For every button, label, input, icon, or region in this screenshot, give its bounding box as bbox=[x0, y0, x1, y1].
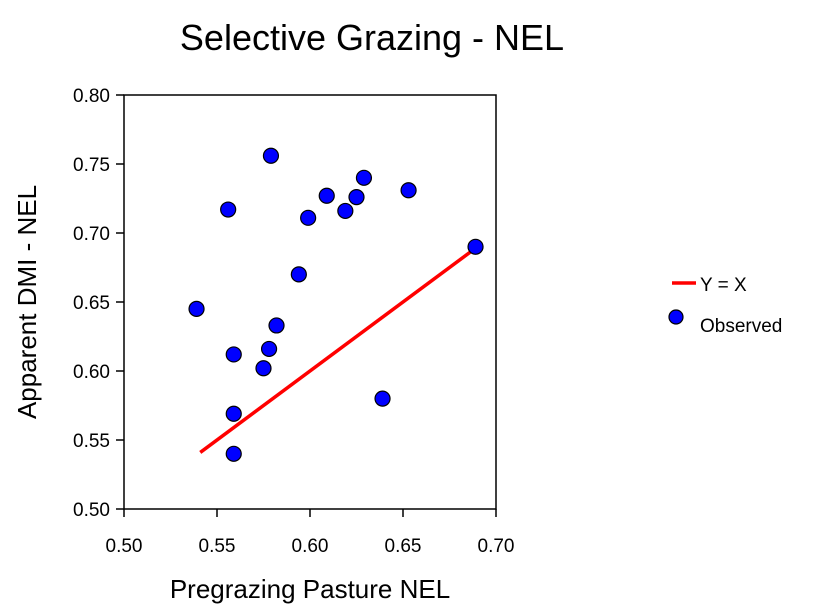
x-tick-label: 0.50 bbox=[106, 536, 143, 557]
x-tick-label: 0.60 bbox=[292, 536, 329, 557]
data-point bbox=[188, 300, 205, 317]
x-tick-label: 0.70 bbox=[478, 536, 515, 557]
y-tick-label: 0.75 bbox=[73, 155, 110, 176]
chart-title: Selective Grazing - NEL bbox=[180, 17, 564, 58]
legend-label-observed: Observed bbox=[700, 316, 782, 337]
data-point bbox=[262, 147, 280, 164]
y-tick-label: 0.50 bbox=[73, 500, 110, 521]
legend: Y = X Observed bbox=[668, 275, 782, 337]
data-point bbox=[225, 405, 242, 422]
data-point bbox=[374, 390, 391, 407]
y-tick-label: 0.80 bbox=[73, 86, 110, 107]
data-point bbox=[260, 340, 278, 358]
data-point bbox=[318, 187, 335, 204]
data-point bbox=[255, 360, 272, 377]
series-layer bbox=[188, 147, 484, 462]
data-point bbox=[225, 445, 242, 462]
data-point bbox=[225, 346, 242, 363]
data-point bbox=[355, 169, 373, 186]
y-axis-label: Apparent DMI - NEL bbox=[12, 185, 42, 419]
y-tick-label: 0.60 bbox=[73, 362, 110, 383]
data-point bbox=[268, 317, 285, 334]
y-tick-label: 0.65 bbox=[73, 293, 110, 314]
x-tick-label: 0.55 bbox=[199, 536, 236, 557]
plot-frame bbox=[123, 94, 497, 510]
data-point bbox=[220, 201, 237, 218]
identity-line bbox=[199, 246, 477, 454]
data-point bbox=[300, 209, 317, 226]
x-tick-label: 0.65 bbox=[385, 536, 422, 557]
y-tick-label: 0.55 bbox=[73, 431, 110, 452]
x-axis: 0.50 0.55 0.60 0.65 0.70 bbox=[106, 509, 515, 557]
data-point bbox=[467, 238, 484, 255]
data-point bbox=[348, 189, 365, 206]
data-point bbox=[400, 182, 417, 199]
y-axis: 0.50 0.55 0.60 0.65 0.70 0.75 0.80 bbox=[73, 86, 124, 521]
data-point bbox=[290, 266, 307, 283]
data-point bbox=[337, 202, 354, 220]
legend-label-line: Y = X bbox=[700, 275, 747, 296]
y-tick-label: 0.70 bbox=[73, 224, 110, 245]
x-axis-label: Pregrazing Pasture NEL bbox=[170, 574, 450, 604]
legend-marker-swatch bbox=[668, 309, 684, 325]
